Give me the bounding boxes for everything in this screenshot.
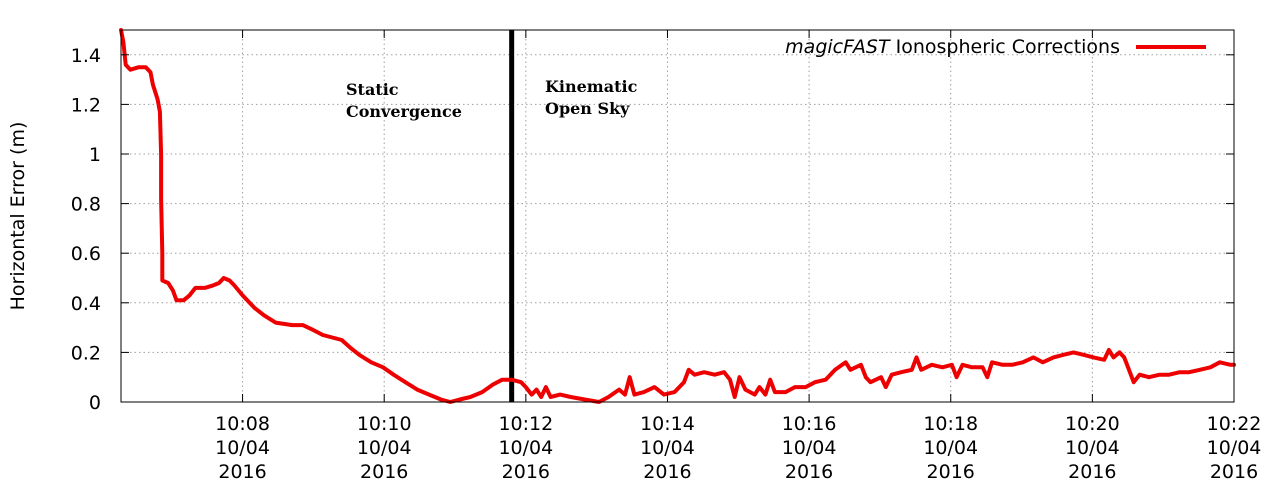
x-tick-label: 10:10 10/04 2016 [357, 413, 412, 483]
series-line-magicfast [119, 28, 1236, 404]
x-tick-label: 10:20 10/04 2016 [1065, 413, 1120, 483]
y-axis-ticks: 0 0.2 0.4 0.6 0.8 1 1.2 1.4 [71, 45, 1234, 414]
x-tick-label: 10:22 10/04 2016 [1207, 413, 1262, 483]
x-tick-label: 10:12 10/04 2016 [498, 413, 553, 483]
y-tick-label: 1 [89, 144, 101, 166]
x-tick-label: 10:08 10/04 2016 [215, 413, 270, 483]
x-axis-ticks: 10:08 10/04 2016 10:10 10/04 2016 10:12 10/04 20… [215, 30, 1261, 483]
x-tick-label: 10:16 10/04 2016 [782, 413, 837, 483]
y-tick-label: 0 [89, 392, 101, 414]
y-tick-label: 1.2 [71, 94, 101, 116]
legend-label: magicFAST Ionospheric Corrections [785, 36, 1120, 58]
x-tick-label: 10:18 10/04 2016 [923, 413, 978, 483]
y-tick-label: 0.2 [71, 342, 101, 364]
annotation-kinematic-line1: Kinematic [545, 77, 638, 96]
legend-label-rest: Ionospheric Corrections [890, 36, 1120, 58]
y-tick-label: 0.6 [71, 243, 101, 265]
legend: magicFAST Ionospheric Corrections [785, 36, 1206, 58]
plot-frame [120, 29, 1235, 403]
y-axis-label: Horizontal Error (m) [7, 122, 29, 311]
gridlines [121, 30, 1234, 402]
annotation-static-line2: Convergence [346, 102, 462, 121]
annotation-static: Static Convergence [346, 80, 462, 121]
annotation-kinematic: Kinematic Open Sky [545, 77, 638, 118]
y-tick-label: 0.8 [71, 194, 101, 216]
y-tick-label: 0.4 [71, 293, 101, 315]
x-tick-label: 10:14 10/04 2016 [640, 413, 695, 483]
y-tick-label: 1.4 [71, 45, 101, 67]
annotation-kinematic-line2: Open Sky [545, 99, 630, 118]
legend-label-italic: magicFAST [785, 36, 891, 58]
annotation-static-line1: Static [346, 80, 399, 99]
